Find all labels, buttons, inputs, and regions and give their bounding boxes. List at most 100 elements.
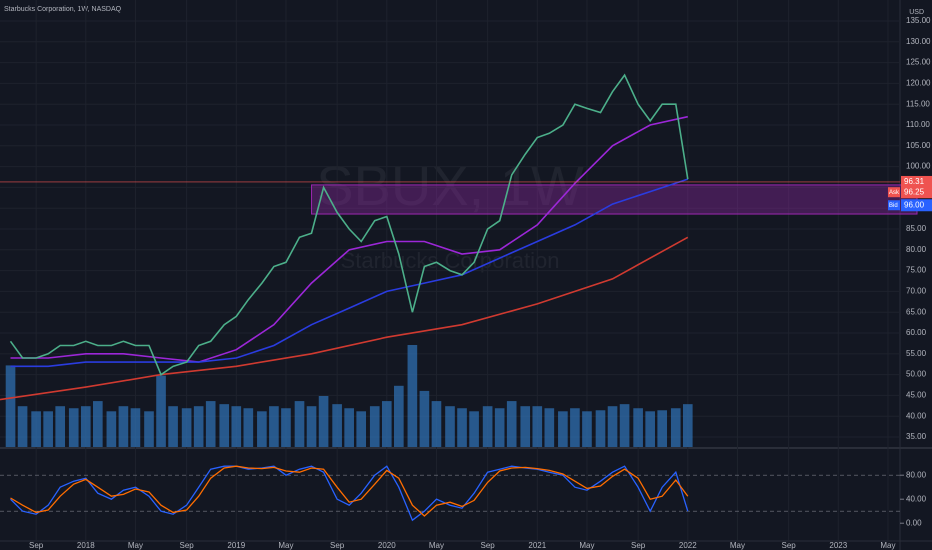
volume-bar (633, 408, 643, 447)
volume-bar (494, 408, 505, 447)
currency: USD (909, 9, 924, 16)
x-tick-label: 2020 (378, 541, 396, 550)
volume-bar (17, 406, 28, 447)
stoch-line (10, 465, 689, 517)
x-tick-label: Sep (782, 541, 797, 550)
volume-bar (231, 406, 242, 447)
x-tick-label: May (128, 541, 143, 550)
volume-bar (118, 406, 129, 447)
y-tick-label: 135.00 (906, 16, 931, 25)
volume-bar (657, 410, 668, 447)
x-tick-label: May (429, 541, 444, 550)
volume-bar (43, 411, 53, 447)
ask-price-label: 96.25 (904, 187, 925, 196)
price-line (9, 73, 689, 376)
stoch-tick-label: 80.00 (906, 470, 927, 479)
volume-bar (607, 406, 618, 447)
volume-bar (619, 404, 630, 447)
last-price-box (901, 175, 932, 188)
volume-bar (595, 410, 606, 447)
volume-bar (318, 396, 329, 447)
volume-bar (55, 406, 66, 447)
volume-bar (369, 406, 380, 447)
volume-bar (281, 408, 291, 447)
volume-bar (294, 401, 305, 447)
volume-bar (682, 404, 693, 447)
volume-bar (306, 406, 317, 447)
volume-bar (269, 406, 279, 447)
volume-bar (31, 411, 41, 447)
x-tick-label: May (579, 541, 594, 550)
volume-bar (445, 406, 455, 447)
stoch-tick-label: 40.00 (906, 494, 927, 503)
ask-name: Ask (889, 190, 900, 196)
volume-bar (144, 411, 154, 447)
x-tick-label: 2022 (679, 541, 697, 550)
volume-bar (332, 404, 342, 447)
y-tick-label: 110.00 (906, 120, 930, 129)
moving-average (10, 178, 689, 368)
volume-bar (193, 406, 204, 447)
volume-bar (93, 401, 103, 447)
y-tick-label: 105.00 (906, 141, 931, 150)
stoch-tick-label: 0.00 (906, 518, 922, 527)
y-tick-label: 130.00 (906, 37, 931, 46)
bid-price-box (901, 199, 932, 212)
x-tick-label: May (730, 541, 745, 550)
y-tick-label: 100.00 (906, 162, 931, 171)
moving-average (0, 236, 689, 401)
volume-bar (457, 408, 467, 447)
volume-bar (407, 345, 418, 447)
x-tick-label: Sep (481, 541, 496, 550)
x-tick-label: Sep (330, 541, 345, 550)
ask-name-box (888, 187, 900, 198)
bid-price-label: 96.00 (904, 200, 925, 209)
price-zone (311, 184, 918, 215)
y-tick-label: 55.00 (906, 349, 927, 358)
volume-bar (106, 411, 117, 447)
volume-bar (344, 408, 354, 447)
x-tick-label: Sep (29, 541, 44, 550)
x-tick-label: 2018 (77, 541, 95, 550)
volume-bar (506, 401, 517, 447)
volume-bar (219, 404, 230, 447)
volume-bar (381, 401, 392, 447)
volume-bar (482, 406, 493, 447)
volume-bar (205, 401, 216, 447)
volume-bar (80, 406, 91, 447)
chart-title: Starbucks Corporation, 1W, NASDAQ (4, 6, 122, 13)
y-tick-label: 85.00 (906, 224, 927, 233)
y-tick-label: 35.00 (906, 432, 927, 441)
x-tick-label: 2023 (829, 541, 847, 550)
x-tick-label: 2021 (528, 541, 546, 550)
y-tick-label: 60.00 (906, 328, 927, 337)
volume-bar (394, 385, 404, 447)
bid-name: Bid (889, 203, 898, 209)
volume-bar (257, 411, 267, 447)
volume-bar (670, 408, 681, 447)
y-tick-label: 50.00 (906, 370, 927, 379)
volume-bar (356, 411, 367, 447)
x-tick-label: May (278, 541, 293, 550)
x-tick-label: Sep (631, 541, 646, 550)
volume-bar (130, 408, 141, 447)
y-tick-label: 65.00 (906, 307, 927, 316)
volume-bar (532, 406, 543, 447)
x-tick-label: Sep (180, 541, 195, 550)
y-tick-label: 125.00 (906, 58, 931, 67)
volume-bar (645, 411, 655, 447)
volume-bar (520, 406, 531, 447)
y-tick-label: 115.00 (906, 99, 930, 108)
volume-bar (544, 408, 555, 447)
y-tick-label: 70.00 (906, 287, 927, 296)
moving-average (10, 115, 688, 363)
x-tick-label: 2019 (227, 541, 245, 550)
volume-bar (5, 365, 16, 447)
volume-bar (431, 401, 442, 447)
last-price-label: 96.31 (904, 177, 925, 186)
volume-bar (419, 390, 430, 447)
stoch-line (10, 465, 689, 522)
volume-bar (168, 406, 178, 447)
